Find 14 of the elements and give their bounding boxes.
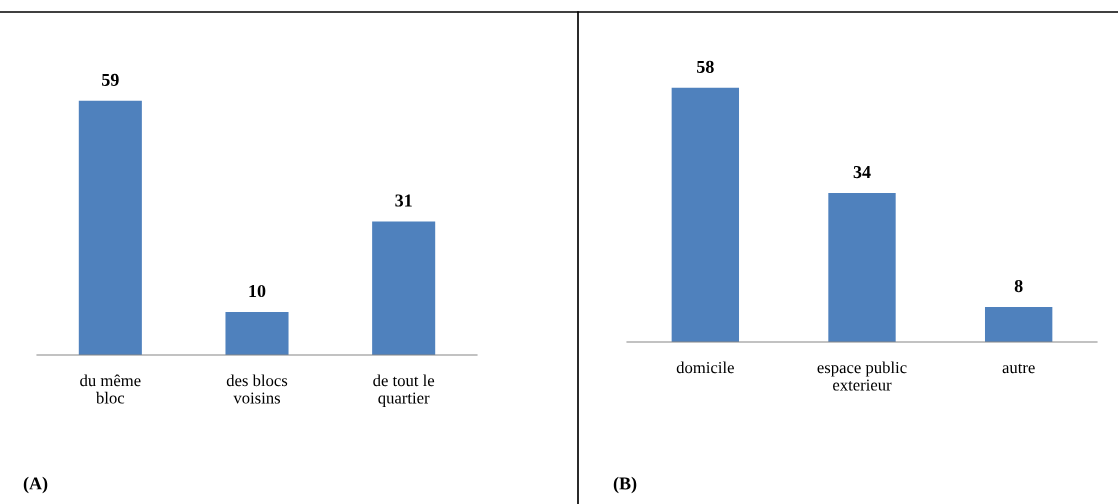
data-label: 31: [395, 194, 412, 207]
x-tick-label: des blocs voisins: [226, 374, 288, 404]
text: (A): [23, 476, 48, 494]
data-label: 8: [1014, 279, 1023, 293]
data-label: 10: [249, 284, 266, 298]
data-label: 34: [853, 166, 871, 179]
x-tick-label: espace public exterieur: [817, 361, 907, 391]
data-label: 58: [697, 60, 714, 73]
x-tick-label: de tout le quartier: [373, 374, 435, 407]
text: (B): [613, 476, 637, 494]
x-tick-label: domicile: [676, 361, 734, 374]
x-tick-label: du même bloc: [80, 374, 141, 404]
x-tick-label: autre: [1002, 363, 1035, 374]
data-label: 59: [102, 73, 119, 86]
